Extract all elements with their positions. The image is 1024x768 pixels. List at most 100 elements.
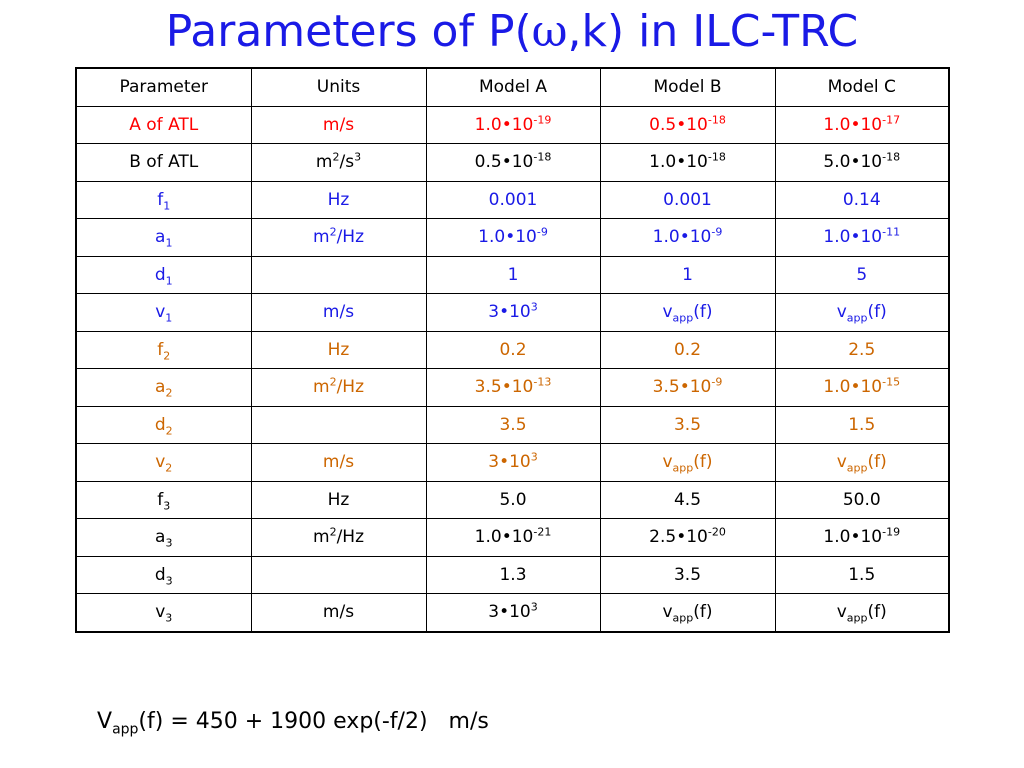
cell-text: 3.5 bbox=[673, 414, 702, 435]
superscript: 2 bbox=[329, 525, 337, 539]
cell-units: m/s bbox=[250, 105, 427, 144]
cell-text: m/s bbox=[322, 602, 355, 623]
table-row: f3 Hz 5.0 4.5 50.0 bbox=[75, 480, 950, 519]
subscript: 2 bbox=[165, 461, 173, 475]
cell-model-b: 3.5•10-9 bbox=[599, 368, 776, 407]
cell-text: 3•10 bbox=[488, 302, 531, 323]
cell-text: 50.0 bbox=[842, 489, 881, 510]
superscript: -19 bbox=[882, 525, 901, 539]
cell-parameter: a3 bbox=[75, 518, 252, 557]
superscript: 2 bbox=[329, 375, 337, 389]
subscript: 2 bbox=[165, 386, 173, 400]
cell-text: Hz bbox=[327, 339, 350, 360]
cell-model-b: 0.001 bbox=[599, 180, 776, 219]
cell-text: v bbox=[662, 602, 673, 623]
cell-model-a: 1.0•10-21 bbox=[425, 518, 601, 557]
cell-parameter: A of ATL bbox=[75, 105, 252, 144]
cell-model-c: 50.0 bbox=[774, 480, 950, 519]
cell-units: m2/Hz bbox=[250, 218, 427, 257]
table-row: B of ATL m2/s3 0.5•10-18 1.0•10-18 5.0•10-18 bbox=[75, 143, 950, 182]
superscript: 3 bbox=[354, 150, 362, 164]
formula-expression: (f) = 450 + 1900 exp(-f/2) m/s bbox=[138, 709, 489, 734]
cell-model-a: 3•103 bbox=[425, 443, 601, 482]
header-cell-model-b: Model B bbox=[599, 67, 776, 107]
cell-text: 1.0•10 bbox=[478, 227, 537, 248]
cell-parameter: d1 bbox=[75, 255, 252, 294]
subscript: 1 bbox=[163, 199, 171, 213]
cell-text: (f) bbox=[693, 302, 713, 323]
cell-model-c: 1.0•10-11 bbox=[774, 218, 950, 257]
cell-model-b: vapp(f) bbox=[599, 443, 776, 482]
cell-units: m/s bbox=[250, 293, 427, 332]
superscript: 2 bbox=[332, 150, 340, 164]
cell-model-c: 1.0•10-17 bbox=[774, 105, 950, 144]
cell-text: 1.0•10 bbox=[474, 527, 534, 548]
cell-text: /Hz bbox=[336, 377, 364, 398]
cell-model-c: 2.5 bbox=[774, 330, 950, 369]
cell-text: (f) bbox=[693, 602, 713, 623]
cell-text: /Hz bbox=[336, 527, 364, 548]
cell-model-a: 5.0 bbox=[425, 480, 601, 519]
cell-text: (f) bbox=[867, 452, 887, 473]
table-row: v2 m/s 3•103 vapp(f) vapp(f) bbox=[75, 443, 950, 482]
cell-model-a: 1 bbox=[425, 255, 601, 294]
superscript: -18 bbox=[533, 150, 552, 164]
superscript: -9 bbox=[711, 225, 723, 239]
cell-text: a bbox=[155, 527, 166, 548]
cell-text: 5.0•10 bbox=[823, 152, 883, 173]
cell-text: a bbox=[155, 377, 166, 398]
subscript: app bbox=[672, 611, 694, 625]
formula-v: V bbox=[97, 709, 113, 734]
cell-model-b: 1.0•10-9 bbox=[599, 218, 776, 257]
superscript: -17 bbox=[882, 113, 901, 127]
subscript: 3 bbox=[165, 536, 173, 550]
cell-text: 1.0•10 bbox=[474, 114, 534, 135]
cell-model-a: 0.5•10-18 bbox=[425, 143, 601, 182]
cell-text: 5 bbox=[856, 264, 868, 285]
superscript: 3 bbox=[530, 600, 538, 614]
cell-model-b: 0.5•10-18 bbox=[599, 105, 776, 144]
superscript: -13 bbox=[533, 375, 552, 389]
cell-parameter: v1 bbox=[75, 293, 252, 332]
cell-model-a: 3•103 bbox=[425, 293, 601, 332]
cell-model-c: 5 bbox=[774, 255, 950, 294]
cell-text: 3.5•10 bbox=[652, 377, 712, 398]
cell-units bbox=[250, 555, 427, 594]
cell-text: Hz bbox=[327, 489, 350, 510]
table-header: Parameter Units Model A Model B Model C bbox=[75, 67, 950, 107]
cell-text: 3.5•10 bbox=[474, 377, 534, 398]
table-row: v1 m/s 3•103 vapp(f) vapp(f) bbox=[75, 293, 950, 332]
cell-text: v bbox=[662, 302, 673, 323]
cell-model-b: 1 bbox=[599, 255, 776, 294]
cell-text: 0.001 bbox=[663, 189, 712, 210]
cell-text: 3.5 bbox=[499, 414, 527, 435]
slide-title: Parameters of P(ω,k) in ILC-TRC bbox=[0, 4, 1024, 60]
cell-text: /Hz bbox=[336, 227, 364, 248]
cell-model-a: 3.5 bbox=[425, 405, 601, 444]
cell-parameter: a1 bbox=[75, 218, 252, 257]
table-row: a2 m2/Hz 3.5•10-13 3.5•10-9 1.0•10-15 bbox=[75, 368, 950, 407]
cell-text: f bbox=[157, 489, 164, 510]
cell-text: m/s bbox=[322, 302, 355, 323]
superscript: 2 bbox=[329, 225, 337, 239]
cell-text: /s bbox=[339, 152, 355, 173]
cell-text: A of ATL bbox=[129, 114, 199, 135]
cell-units bbox=[250, 255, 427, 294]
cell-model-c: vapp(f) bbox=[774, 593, 950, 632]
subscript: 2 bbox=[163, 349, 171, 363]
cell-units: Hz bbox=[250, 330, 427, 369]
cell-text: 1.0•10 bbox=[823, 114, 883, 135]
cell-model-c: vapp(f) bbox=[774, 293, 950, 332]
subscript: app bbox=[846, 311, 868, 325]
cell-units: m2/Hz bbox=[250, 518, 427, 557]
cell-text: m bbox=[313, 527, 330, 548]
cell-text: v bbox=[662, 452, 673, 473]
cell-units: m2/s3 bbox=[250, 143, 427, 182]
cell-text: v bbox=[836, 452, 847, 473]
cell-model-b: 2.5•10-20 bbox=[599, 518, 776, 557]
header-cell-parameter: Parameter bbox=[75, 67, 252, 107]
subscript: 1 bbox=[165, 311, 173, 325]
cell-model-b: 0.2 bbox=[599, 330, 776, 369]
superscript: -15 bbox=[882, 375, 901, 389]
superscript: -9 bbox=[536, 225, 548, 239]
